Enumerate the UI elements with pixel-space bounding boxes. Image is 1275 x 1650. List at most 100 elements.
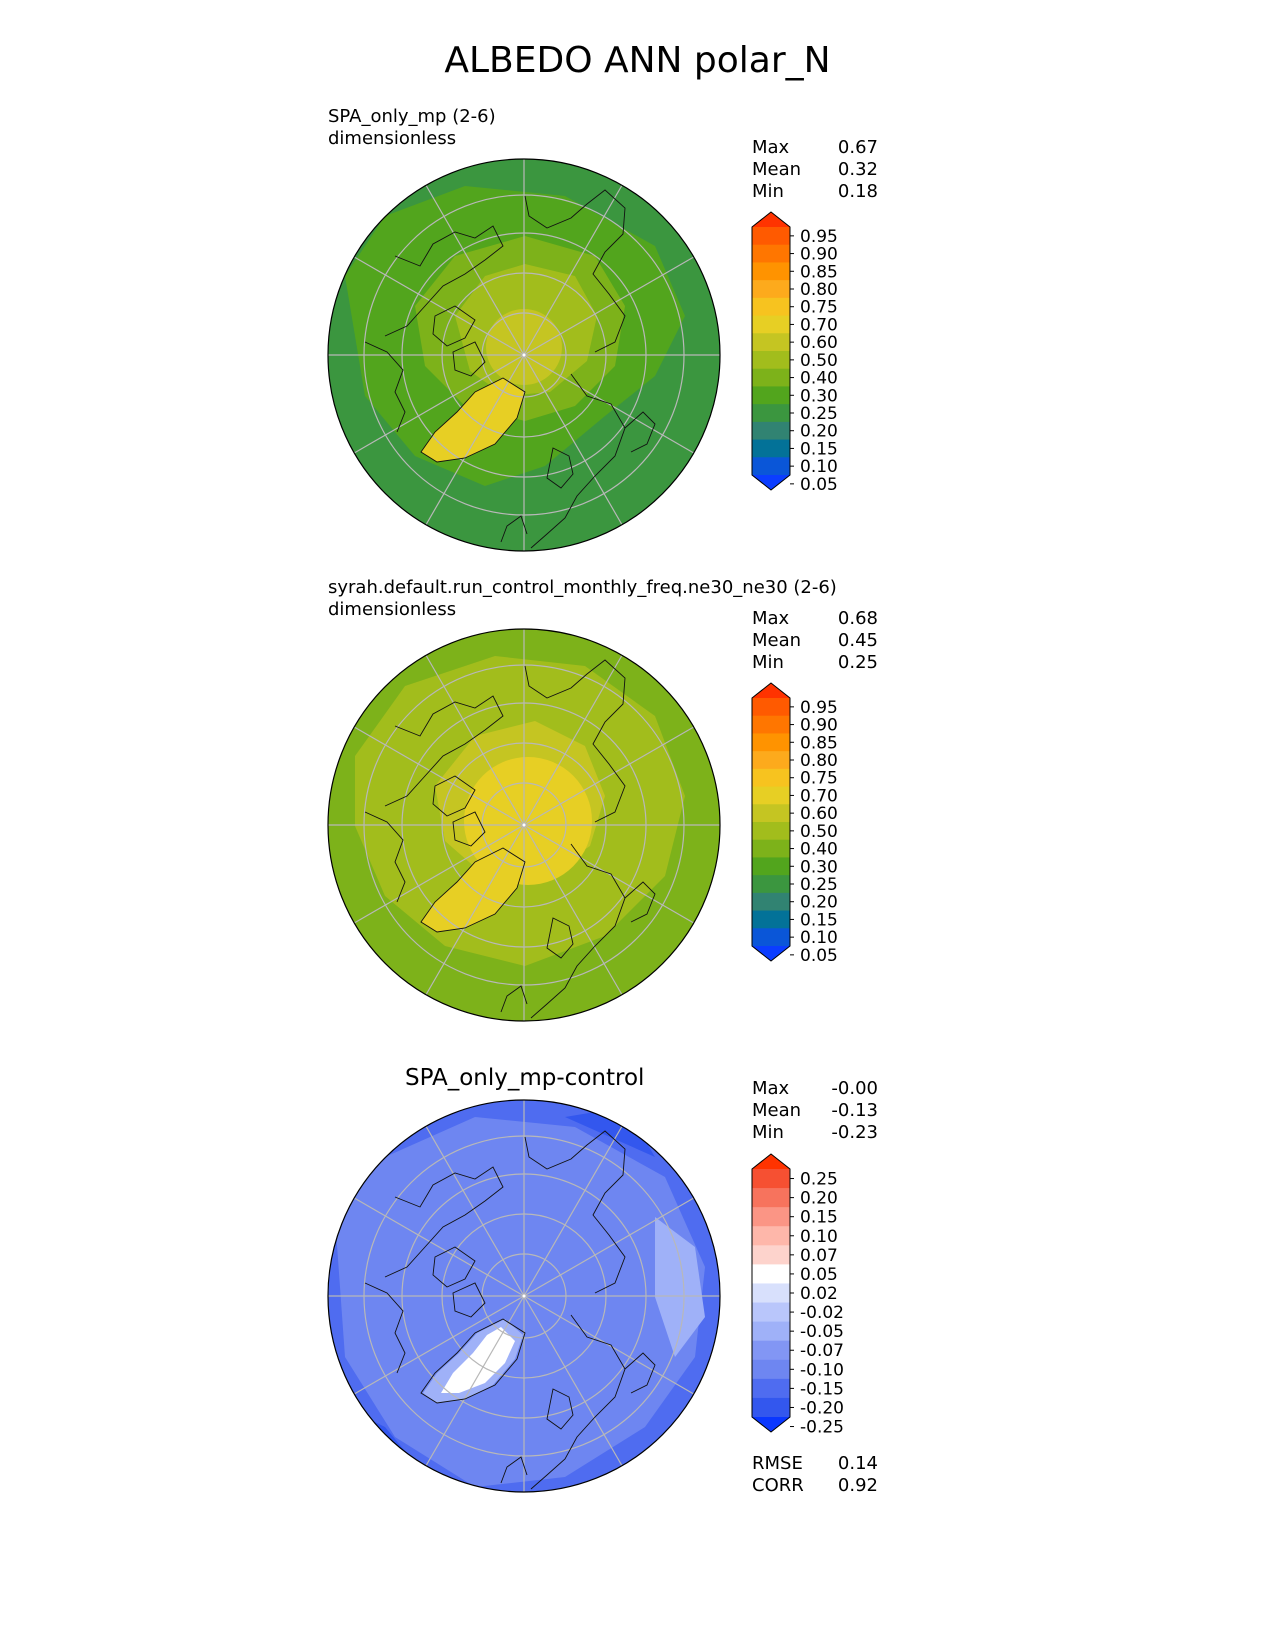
panel-3-stats: Max -0.00 Mean -0.13 Min -0.23 xyxy=(752,1078,878,1144)
panel-3-field xyxy=(328,1100,720,1492)
panel-3-colorbar-tick-label: -0.20 xyxy=(800,1398,844,1418)
panel-3-colorbar-swatch xyxy=(752,1378,790,1399)
panel-2-meridian-line xyxy=(523,654,623,826)
panel-3-colorbar-outline xyxy=(751,1153,791,1433)
panel-1-map-outline xyxy=(327,158,721,552)
stat-value: 0.45 xyxy=(837,630,878,651)
stat-value: -0.13 xyxy=(831,1100,878,1121)
panel-2-colorbar-tick-label: 0.30 xyxy=(800,857,838,877)
stat-value: -0.23 xyxy=(831,1122,878,1143)
panel-2-stats: Max 0.68 Mean 0.45 Min 0.25 xyxy=(752,608,878,674)
panel-3-colorbar-tick-label: -0.02 xyxy=(800,1303,844,1323)
panel-3-colorbar-swatch xyxy=(752,1188,790,1208)
panel-3-meridian-line xyxy=(523,1295,695,1395)
panel-3-meridian-line xyxy=(353,1197,525,1297)
panel-1-coastline xyxy=(420,377,526,463)
panel-1-colorbar-swatch xyxy=(752,457,790,476)
panel-3-meridian-line xyxy=(523,1125,623,1297)
panel-1-coastline xyxy=(530,373,626,549)
panel-1-colorbar-tick-label: 0.60 xyxy=(800,333,838,353)
panel-3-colorbar-extend-top xyxy=(752,1154,790,1169)
panel-1-colorbar-extend-top xyxy=(752,212,790,227)
panel-1-title: SPA_only_mp (2-6) xyxy=(328,106,496,127)
panel-2-colorbar-swatch xyxy=(752,733,790,752)
panel-1-colorbar-tick-label: 0.70 xyxy=(800,315,838,335)
panel-1-colorbar: 0.950.900.850.800.750.700.600.500.400.30… xyxy=(751,211,838,495)
panel-2-meridian-line xyxy=(353,726,525,826)
panel-1-meridian-line xyxy=(425,354,525,526)
panel-1-meridian-line xyxy=(353,256,525,356)
stat-label: Min xyxy=(752,181,784,202)
stat-label: Mean xyxy=(752,1100,802,1121)
panel-1-colorbar-outline xyxy=(751,211,791,491)
panel-2-colorbar-swatch xyxy=(752,910,790,929)
panel-3-colorbar-tick-label: 0.07 xyxy=(800,1246,838,1266)
panel-1-colorbar-tick-label: 0.20 xyxy=(800,422,838,442)
panel-2-coastline xyxy=(500,985,528,1013)
panel-2-meridian-line xyxy=(425,824,525,996)
stat-label: Mean xyxy=(752,630,802,651)
panel-1-colorbar-tick-label: 0.25 xyxy=(800,404,838,424)
panel-2-colorbar-tick-label: 0.95 xyxy=(800,698,838,718)
metric-value: 0.14 xyxy=(837,1453,878,1474)
panel-1-coastline xyxy=(546,447,574,489)
panel-2-coastline xyxy=(384,695,504,807)
metric-label: RMSE xyxy=(752,1453,803,1474)
panel-2-colorbar-swatch xyxy=(752,892,790,912)
panel-1-colorbar-swatch xyxy=(752,297,790,317)
panel-1-colorbar-tick-label: 0.80 xyxy=(800,280,838,300)
panel-1-coastline xyxy=(500,515,528,543)
panel-2-title: syrah.default.run_control_monthly_freq.n… xyxy=(328,577,837,598)
panel-3-colorbar-swatch xyxy=(752,1321,790,1342)
panel-2-colorbar-outline xyxy=(751,682,791,962)
panel-1-polar-map xyxy=(327,158,721,552)
stat-label: Max xyxy=(752,137,790,158)
panel-2-meridian-line xyxy=(523,824,623,996)
stat-label: Min xyxy=(752,1122,784,1143)
panel-1-colorbar-swatch xyxy=(752,244,790,264)
panel-2-colorbar-swatch xyxy=(752,751,790,770)
panel-3-metrics: RMSE 0.14 CORR 0.92 xyxy=(752,1453,878,1497)
panel-2-colorbar-swatch xyxy=(752,857,790,876)
panel-2-coastline xyxy=(432,775,476,817)
panel-1-colorbar-extend-bottom xyxy=(752,475,790,490)
panel-1-colorbar-tick-label: 0.75 xyxy=(800,298,838,318)
panel-2-units: dimensionless xyxy=(328,599,457,620)
panel-1-colorbar-swatch xyxy=(752,404,790,423)
panel-1-colorbar-tick-label: 0.15 xyxy=(800,439,838,459)
stat-value: 0.67 xyxy=(837,137,878,158)
panel-2-meridian-line xyxy=(353,824,525,924)
panel-1-colorbar-swatch xyxy=(752,280,790,299)
panel-2-colorbar-tick-label: 0.60 xyxy=(800,804,838,824)
panel-2-map-outline xyxy=(327,628,721,1022)
panel-1-colorbar-tick-label: 0.95 xyxy=(800,227,838,247)
panel-2-colorbar-tick-label: 0.15 xyxy=(800,910,838,930)
panel-1-colorbar-tick-label: 0.90 xyxy=(800,245,838,265)
panel-2-colorbar-swatch xyxy=(752,804,790,823)
panel-1-colorbar-swatch xyxy=(752,227,790,246)
panel-1-meridian-line xyxy=(523,354,623,526)
panel-2-colorbar-tick-label: 0.75 xyxy=(800,769,838,789)
panel-3-meridian-line xyxy=(523,1295,623,1467)
panel-2-colorbar-swatch xyxy=(752,839,790,859)
panel-2-pole-marker xyxy=(522,823,526,827)
panel-2-colorbar-extend-bottom xyxy=(752,946,790,961)
panel-1-units: dimensionless xyxy=(328,128,457,149)
panel-3-colorbar-tick-label: 0.25 xyxy=(800,1170,838,1190)
panel-3-polar-map xyxy=(327,1099,721,1493)
panel-3-colorbar-swatch xyxy=(752,1264,790,1285)
panel-2-colorbar-tick-label: 0.85 xyxy=(800,733,838,753)
panel-3-colorbar-swatch xyxy=(752,1359,790,1380)
panel-1-colorbar-swatch xyxy=(752,368,790,388)
panel-3-coastline xyxy=(420,1318,526,1404)
panel-3-coastline xyxy=(530,1314,626,1490)
panel-3-colorbar-swatch xyxy=(752,1207,790,1227)
panel-1-coastline xyxy=(364,341,406,433)
panel-1-meridian-line xyxy=(353,354,525,454)
panel-1-coastline xyxy=(452,341,486,377)
panel-1-coastline xyxy=(432,305,476,347)
panel-2-colorbar-swatch xyxy=(752,715,790,735)
panel-1-colorbar-tick-label: 0.40 xyxy=(800,369,838,389)
panel-2-colorbar-swatch xyxy=(752,928,790,947)
panel-1-meridian-line xyxy=(523,354,695,454)
